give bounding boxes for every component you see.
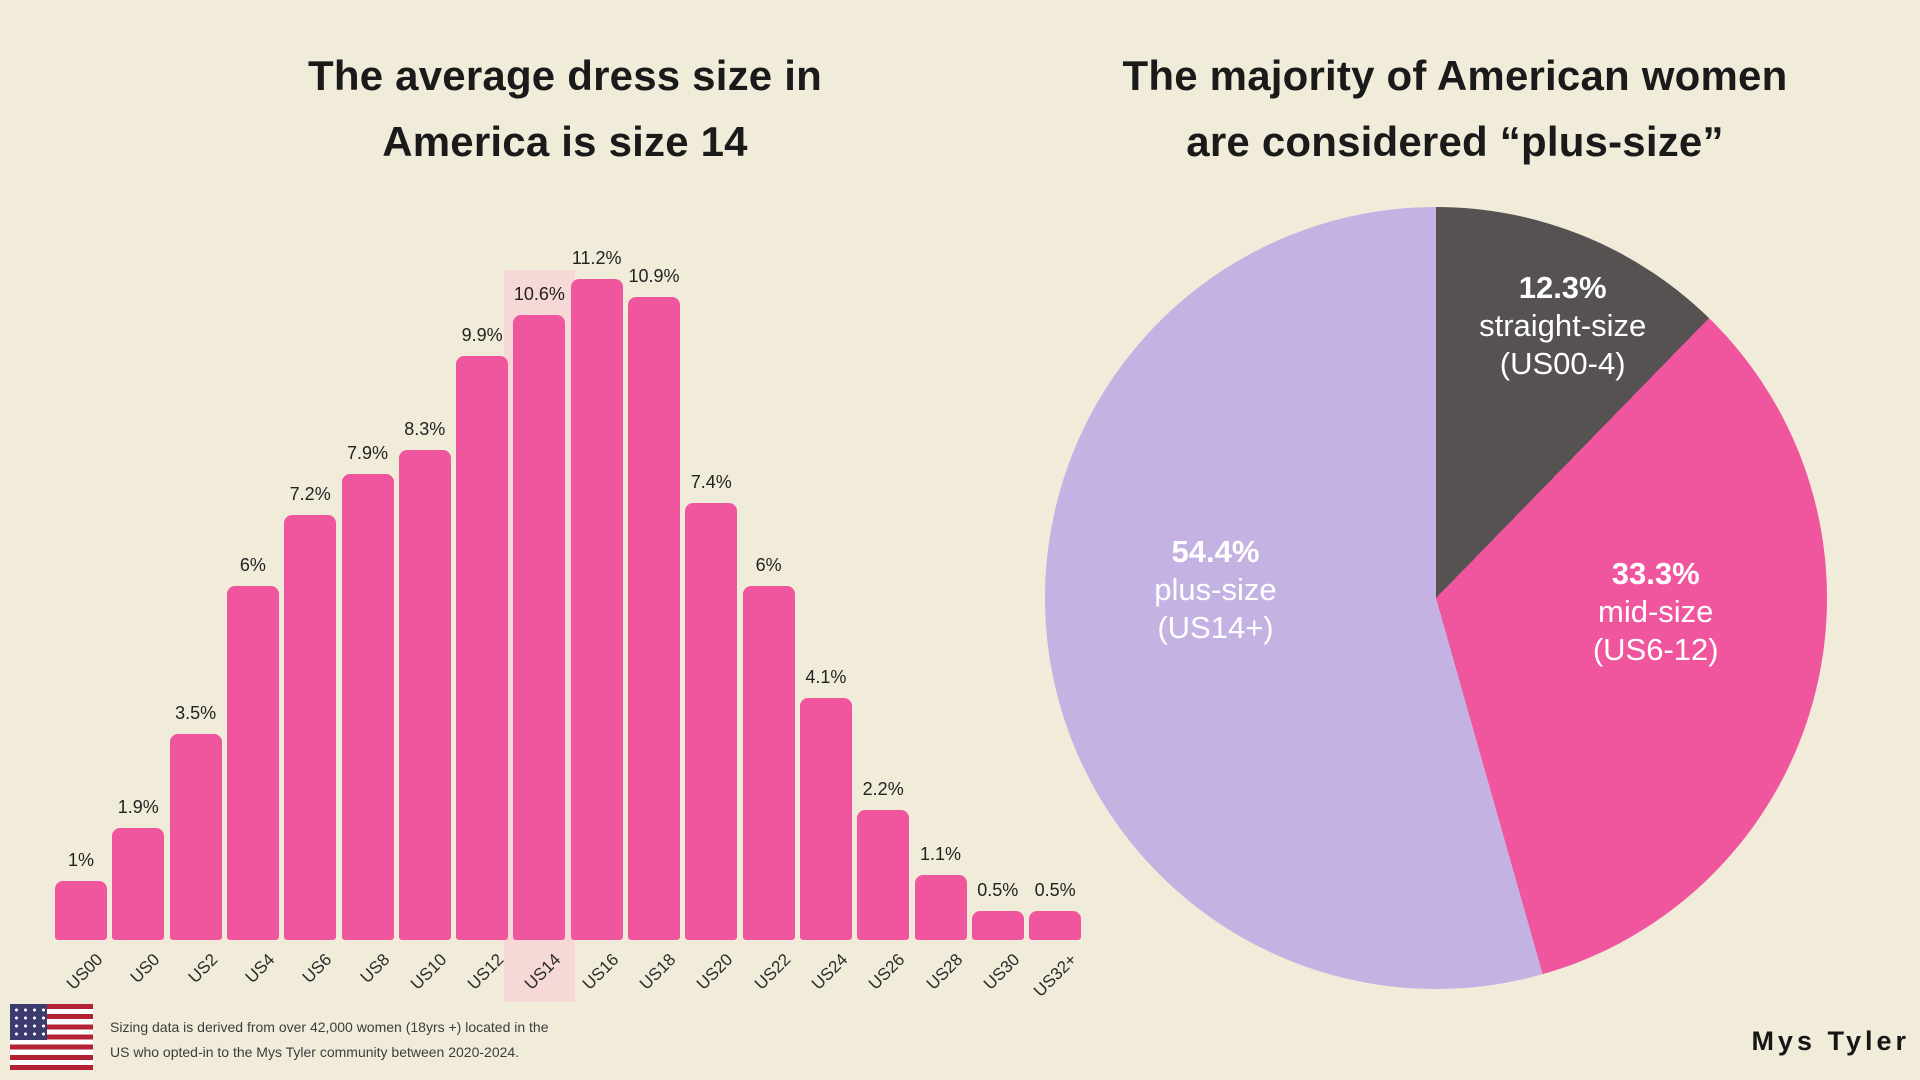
bar-value-label: 8.3% — [404, 419, 446, 440]
bar-value-label: 0.5% — [977, 879, 1019, 900]
bar-value-label: 0.5% — [1034, 879, 1076, 900]
bar-value-label: 2.2% — [862, 779, 904, 800]
bar-value-label: 9.9% — [461, 324, 503, 345]
pie-slice-percent: 33.3% — [1611, 556, 1700, 592]
bar-value-label: 10.6% — [513, 283, 565, 304]
bar-value-label: 6% — [755, 555, 782, 575]
bar-chart-title-line1: The average dress size in — [308, 52, 822, 99]
bar-value-label: 1.1% — [919, 844, 962, 865]
bar-value-label: 1% — [67, 850, 94, 870]
pie-slice-size-range: (US6-12) — [1592, 632, 1719, 668]
bar-US28 — [914, 875, 967, 940]
bar-value-label: 11.2% — [571, 248, 622, 269]
bar-US22 — [742, 586, 795, 940]
pie-slice-name: plus-size — [1154, 572, 1277, 608]
us-flag-canton — [10, 1004, 48, 1040]
dress-size-bar-chart: 1% US00 1.9% US0 3.5% US2 6% US4 7.2% US6 7.9% US8 8… — [55, 248, 1082, 1002]
bar-US20 — [685, 503, 738, 940]
bar-value-label: 10.9% — [628, 265, 680, 286]
bar-chart-title-line2: America is size 14 — [382, 118, 748, 165]
bar-US30 — [971, 910, 1024, 940]
bar-US4 — [226, 586, 279, 940]
pie-slice-percent: 54.4% — [1171, 534, 1260, 570]
footnote-text: Sizing data is derived from over 42,000 … — [110, 1015, 549, 1065]
bar-US10 — [398, 450, 451, 940]
bar-US32+ — [1029, 910, 1082, 940]
bar-US6 — [284, 515, 337, 940]
pie-slice-label-plus-size: 54.4% plus-size (US14+) — [1154, 533, 1276, 647]
bar-value-label: 7.2% — [289, 484, 331, 505]
bar-US8 — [341, 473, 394, 940]
bar-value-label: 4.1% — [805, 667, 847, 688]
pie-slice-size-range: (US00-4) — [1499, 345, 1626, 381]
pie-chart-title-line1: The majority of American women — [1122, 52, 1788, 99]
brand-wordmark: Mys Tyler — [1751, 1026, 1910, 1056]
bar-US24 — [799, 698, 852, 940]
pie-slice-name: mid-size — [1598, 594, 1714, 630]
us-flag-icon — [10, 1004, 93, 1070]
bar-US2 — [169, 733, 222, 940]
size-category-pie-chart: 12.3% straight-size (US00-4) 33.3% mid-size(… — [1045, 207, 1827, 989]
bar-value-label: 7.4% — [690, 472, 732, 493]
pie-slice-percent: 12.3% — [1518, 269, 1607, 305]
bar-US16 — [570, 279, 623, 940]
bar-value-label: 7.9% — [346, 442, 389, 463]
bar-chart-title: The average dress size in America is siz… — [85, 43, 1045, 175]
bar-value-label: 6% — [239, 555, 266, 575]
pie-slice-size-range: (US14+) — [1157, 610, 1274, 646]
bar-value-label: 3.5% — [175, 702, 217, 723]
footnote-line2: US who opted-in to the Mys Tyler communi… — [110, 1044, 520, 1060]
bar-US18 — [628, 296, 680, 940]
bar-US00 — [55, 881, 107, 940]
bar-US12 — [456, 355, 509, 940]
bar-US26 — [857, 810, 910, 940]
pie-chart-title: The majority of American women are consi… — [975, 43, 1920, 175]
footnote-line1: Sizing data is derived from over 42,000 … — [110, 1019, 549, 1035]
pie-slice-label-mid-size: 33.3% mid-size (US6-12) — [1593, 555, 1719, 669]
bar-US14 — [513, 314, 566, 940]
bar-value-label: 1.9% — [117, 796, 159, 817]
bar-US0 — [112, 827, 165, 940]
pie-slice-name: straight-size — [1479, 307, 1647, 343]
pie-slice-label-straight-size: 12.3% straight-size (US00-4) — [1479, 269, 1646, 383]
pie-chart-title-line2: are considered “plus-size” — [1186, 118, 1724, 165]
